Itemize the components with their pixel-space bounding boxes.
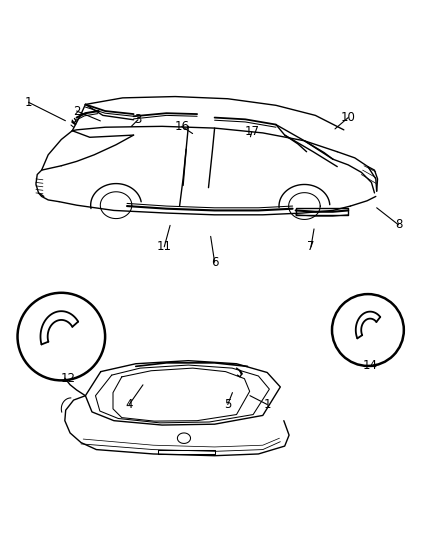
Text: 16: 16: [174, 120, 189, 133]
Text: 7: 7: [307, 240, 315, 253]
Text: 11: 11: [157, 240, 172, 253]
Text: 1: 1: [25, 96, 32, 109]
Text: 4: 4: [125, 398, 133, 411]
Text: 5: 5: [224, 398, 231, 411]
Text: 10: 10: [341, 111, 356, 124]
Text: 3: 3: [134, 114, 141, 126]
Text: 12: 12: [60, 372, 75, 385]
Text: 6: 6: [211, 256, 219, 269]
Text: 1: 1: [263, 398, 271, 411]
Text: 14: 14: [363, 359, 378, 372]
Text: 17: 17: [244, 125, 259, 138]
Text: 8: 8: [395, 219, 402, 231]
Text: 2: 2: [73, 104, 81, 117]
